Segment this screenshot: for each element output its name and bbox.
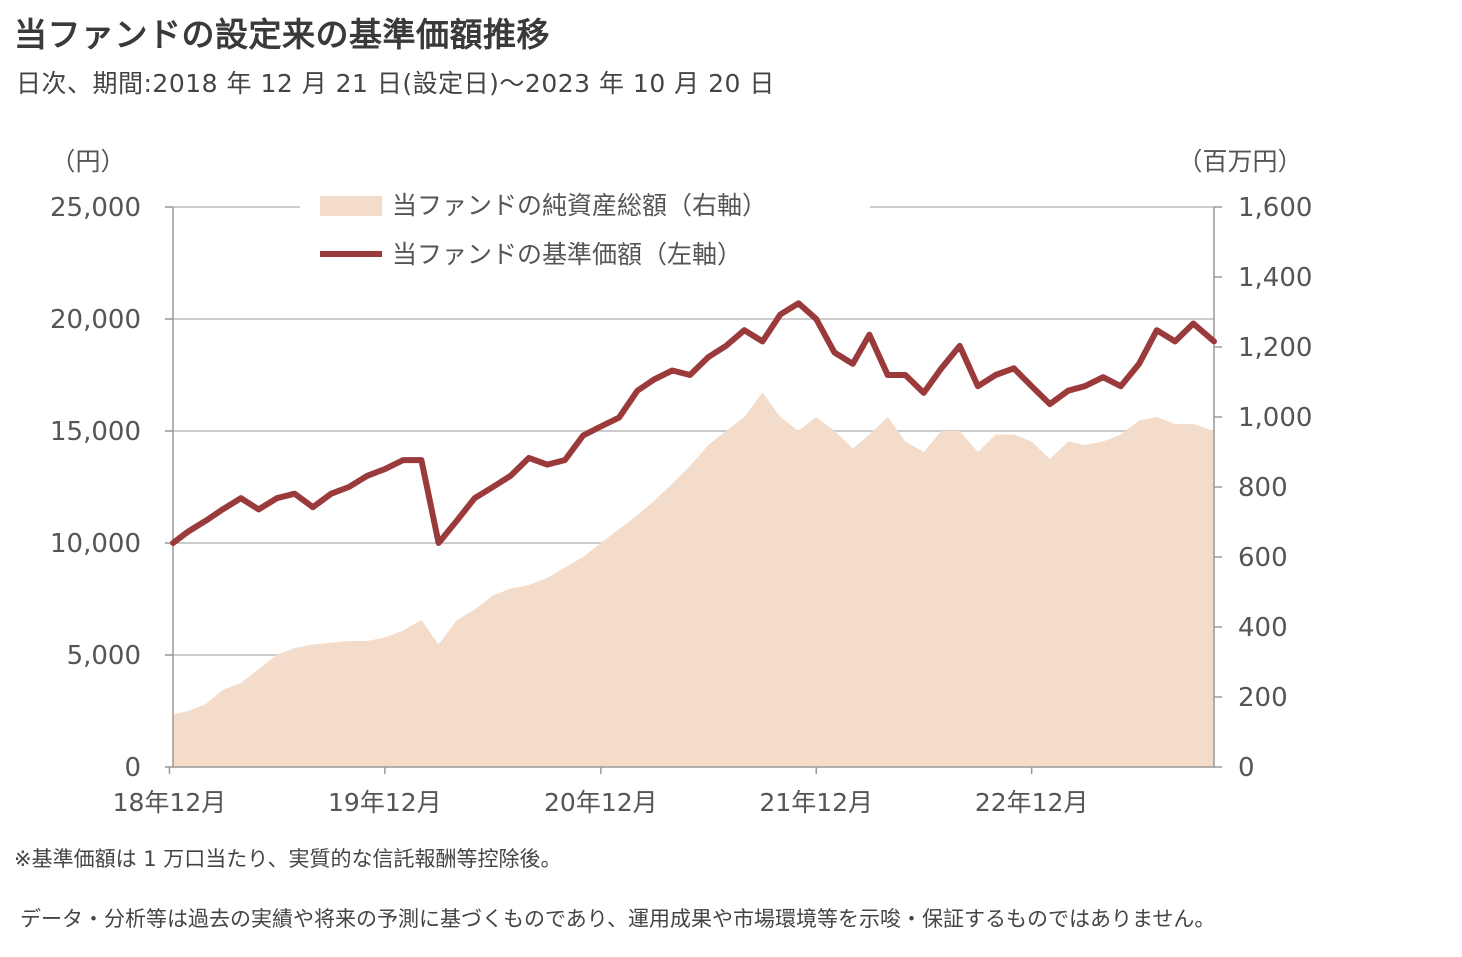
- chart-title: 当ファンドの設定来の基準価額推移: [14, 15, 550, 54]
- nav-line: [170, 300, 1217, 546]
- right-tick-label: 1,400: [1238, 263, 1312, 293]
- left-tick-label: 20,000: [50, 305, 141, 335]
- right-tick-label: 0: [1238, 753, 1255, 783]
- nav-line-layer: [170, 300, 1217, 546]
- x-tick-label: 22年12月: [975, 788, 1089, 817]
- right-axis-unit: （百万円）: [1177, 147, 1302, 176]
- left-tick-label: 5,000: [67, 641, 141, 671]
- left-axis-unit: （円）: [50, 147, 125, 176]
- x-tick-label: 18年12月: [113, 788, 227, 817]
- right-tick-label: 600: [1238, 543, 1288, 573]
- left-tick-label: 15,000: [50, 417, 141, 447]
- x-tick-label: 21年12月: [759, 788, 873, 817]
- left-tick-label: 25,000: [50, 193, 141, 223]
- right-tick-label: 1,000: [1238, 403, 1312, 433]
- legend-background: [300, 188, 870, 272]
- footnote-nav: ※基準価額は 1 万口当たり、実質的な信託報酬等控除後。: [14, 847, 562, 871]
- legend: 当ファンドの純資産総額（右軸） 当ファンドの基準価額（左軸）: [300, 188, 870, 272]
- right-tick-label: 400: [1238, 613, 1288, 643]
- x-tick-label: 19年12月: [328, 788, 442, 817]
- right-tick-label: 200: [1238, 683, 1288, 713]
- aum-area-layer: [173, 392, 1214, 767]
- x-tick-label: 20年12月: [544, 788, 658, 817]
- left-tick-label: 10,000: [50, 529, 141, 559]
- aum-area: [173, 392, 1214, 767]
- right-tick-label: 800: [1238, 473, 1288, 503]
- right-tick-label: 1,600: [1238, 193, 1312, 223]
- tick-labels: 0 5,000 10,000 15,000 20,000 25,000 0 200 400 600…: [50, 147, 1312, 817]
- chart-subtitle: 日次、期間:2018 年 12 月 21 日(設定日)～2023 年 10 月 …: [16, 69, 775, 98]
- right-tick-label: 1,200: [1238, 333, 1312, 363]
- footnote-disclaimer: データ・分析等は過去の実績や将来の予測に基づくものであり、運用成果や市場環境等を…: [20, 907, 1216, 931]
- left-tick-label: 0: [124, 753, 141, 783]
- legend-swatch-aum: [320, 196, 382, 216]
- legend-label-nav: 当ファンドの基準価額（左軸）: [392, 240, 742, 269]
- axes: [165, 206, 1222, 774]
- legend-label-aum: 当ファンドの純資産総額（右軸）: [392, 191, 767, 220]
